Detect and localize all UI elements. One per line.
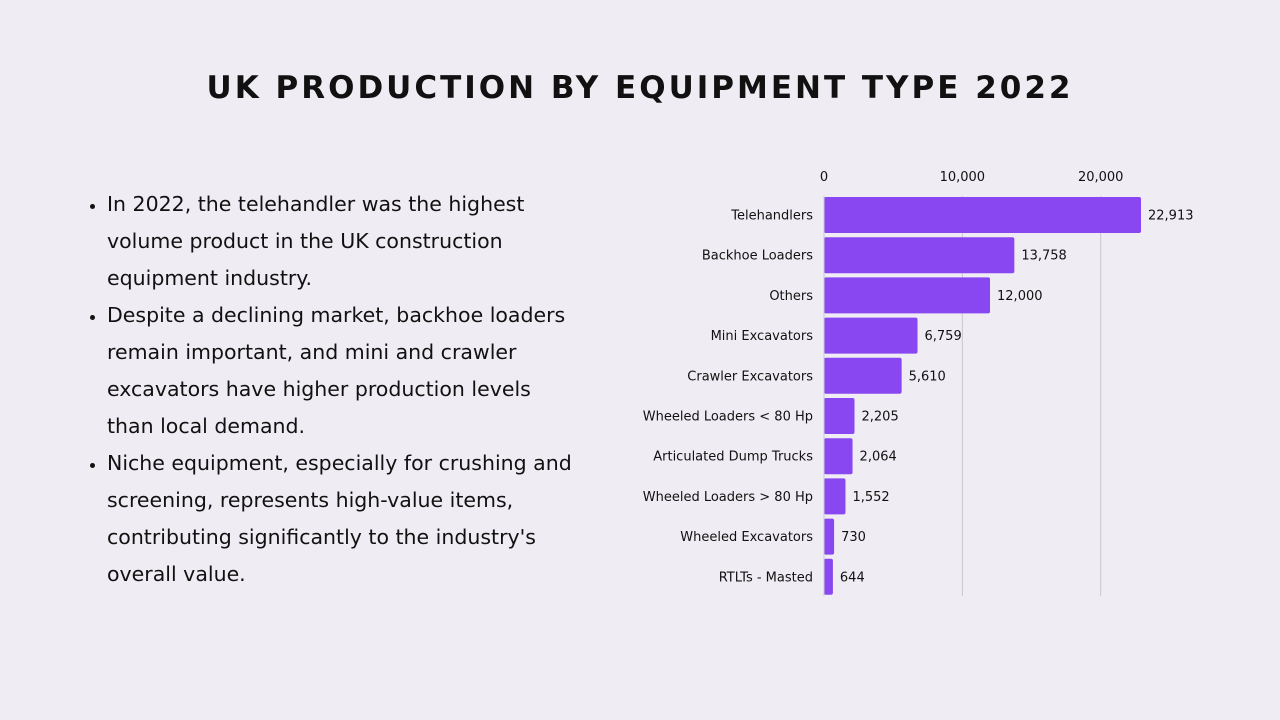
data-label: 22,913: [1148, 209, 1194, 224]
bar: [824, 398, 855, 434]
bullet-list: In 2022, the telehandler was the highest…: [80, 186, 577, 593]
category-label: Wheeled Loaders < 80 Hp: [643, 410, 813, 425]
page-title: UK PRODUCTION BY EQUIPMENT TYPE 2022: [206, 70, 1074, 106]
data-label: 2,064: [860, 450, 897, 465]
category-label: Mini Excavators: [711, 329, 814, 344]
category-label: Articulated Dump Trucks: [653, 450, 813, 465]
bar: [824, 237, 1015, 274]
bullet-item: Despite a declining market, backhoe load…: [107, 297, 577, 445]
data-label: 730: [841, 530, 866, 545]
bar: [824, 478, 846, 515]
category-label: Wheeled Excavators: [680, 530, 813, 545]
bar: [824, 357, 902, 394]
bar: [824, 558, 833, 595]
category-label: Backhoe Loaders: [702, 249, 813, 264]
data-label: 6,759: [925, 329, 962, 344]
data-label: 5,610: [909, 369, 946, 384]
category-label: Telehandlers: [730, 209, 813, 224]
bar-chart: 0 10,000 20,000 Telehandlers 22,913 Backhoe L…: [643, 170, 1194, 596]
data-label: 12,000: [997, 289, 1043, 304]
bar: [824, 317, 918, 354]
bullet-item: Niche equipment, especially for crushing…: [107, 445, 577, 593]
category-label: Wheeled Loaders > 80 Hp: [643, 490, 813, 505]
category-label: Crawler Excavators: [687, 369, 813, 384]
bar: [824, 277, 991, 314]
x-tick-label: 10,000: [940, 170, 986, 185]
x-tick-label: 20,000: [1078, 170, 1124, 185]
bar: [824, 197, 1141, 233]
data-label: 1,552: [852, 490, 889, 505]
x-tick-label: 0: [820, 170, 828, 185]
category-label: RTLTs - Masted: [719, 570, 813, 585]
bar: [824, 518, 835, 555]
category-label: Others: [769, 289, 813, 304]
bar: [824, 438, 853, 475]
data-label: 13,758: [1021, 249, 1066, 264]
data-label: 644: [840, 570, 865, 585]
bullet-item: In 2022, the telehandler was the highest…: [107, 186, 577, 297]
data-label: 2,205: [862, 410, 899, 425]
